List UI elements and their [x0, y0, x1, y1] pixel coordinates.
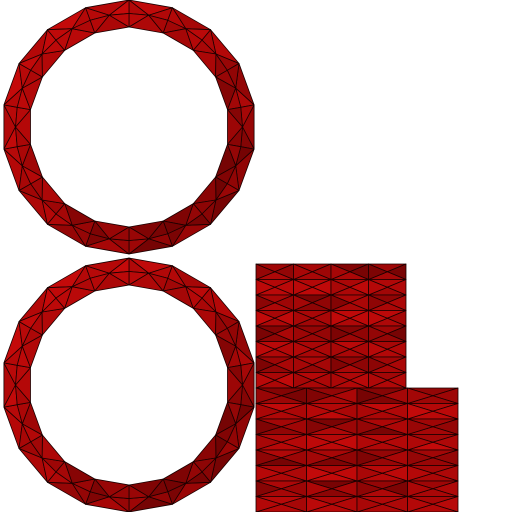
slab-facet [407, 434, 434, 451]
slab-facet [293, 325, 313, 342]
slab-facet [356, 480, 383, 497]
lower-slab-stack [255, 387, 459, 512]
slab-facet [356, 403, 383, 420]
slab-facet [255, 294, 276, 311]
slab-facet [368, 325, 388, 342]
upper-ring [3, 0, 255, 255]
slab-facet [330, 325, 351, 342]
upper-slab-stack [255, 263, 407, 389]
slab-facet [255, 434, 282, 451]
slab-facet [356, 387, 383, 404]
slab-facet [255, 279, 276, 296]
slab-facet [255, 325, 276, 342]
slab-facet [330, 356, 351, 373]
ring-facet [192, 176, 217, 205]
slab-facet [407, 480, 434, 497]
ring-facet [192, 434, 217, 463]
slab-facet [293, 279, 313, 296]
slab-facet [306, 434, 333, 451]
slab-facet [330, 341, 351, 358]
slab-facet [306, 496, 333, 512]
slab-facet [330, 310, 351, 327]
slab-facet [356, 496, 383, 512]
ring-facet [108, 271, 130, 286]
slab-facet [306, 449, 333, 466]
slab-facet [368, 356, 388, 373]
slab-facet [255, 341, 276, 358]
slab-facet [306, 387, 333, 404]
slab-facet [368, 310, 388, 327]
slab-facet [407, 418, 434, 435]
slab-facet [368, 372, 388, 389]
slab-facet [356, 418, 383, 435]
slab-facet [293, 341, 313, 358]
slab-facet [306, 403, 333, 420]
slab-facet [293, 310, 313, 327]
slab-facet [407, 403, 434, 420]
slab-facet [368, 294, 388, 311]
lower-ring [3, 257, 255, 512]
slab-facet [255, 263, 276, 280]
slab-facet [293, 294, 313, 311]
slab-facet [330, 372, 351, 389]
slab-facet [330, 279, 351, 296]
slab-facet [255, 372, 276, 389]
slab-facet [255, 465, 282, 482]
slab-facet [368, 279, 388, 296]
slab-facet [255, 496, 282, 512]
ring-facet [192, 307, 217, 336]
slab-facet [255, 480, 282, 497]
slab-facet [407, 387, 434, 404]
ring-facet [41, 176, 66, 205]
slab-facet [330, 294, 351, 311]
slab-facet [368, 341, 388, 358]
slab-facet [255, 310, 276, 327]
slab-facet [330, 263, 351, 280]
slab-facet [255, 449, 282, 466]
ring-facet [41, 434, 66, 463]
slab-facet [293, 263, 313, 280]
ring-facet [41, 50, 66, 78]
slab-facet [356, 449, 383, 466]
slab-facet [368, 263, 388, 280]
slab-facet [255, 403, 282, 420]
slab-facet [255, 387, 282, 404]
slab-facet [306, 465, 333, 482]
ring-facet [192, 50, 217, 78]
slab-facet [356, 434, 383, 451]
slab-facet [306, 480, 333, 497]
slab-facet [407, 496, 434, 512]
ring-facet [108, 13, 130, 28]
slab-facet [255, 418, 282, 435]
slab-facet [407, 449, 434, 466]
slab-facet [255, 356, 276, 373]
slab-facet [293, 356, 313, 373]
slab-facet [293, 372, 313, 389]
ring-facet [41, 307, 66, 336]
slab-facet [356, 465, 383, 482]
slab-facet [306, 418, 333, 435]
slab-facet [407, 465, 434, 482]
